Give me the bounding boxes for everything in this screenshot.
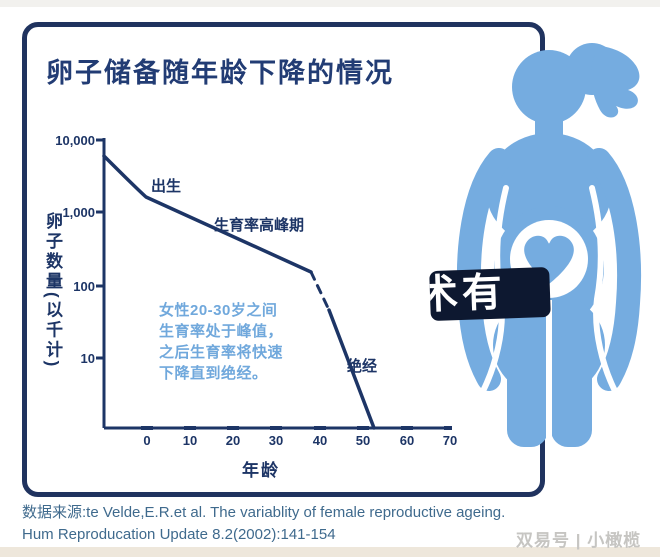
x-tick-50: 50 (355, 433, 371, 448)
curve-solid-main (102, 154, 313, 274)
figure-right-arm-gap (589, 185, 618, 394)
note-line-4: 下降直到绝经。 (159, 365, 268, 382)
x-tick-0: 0 (143, 433, 151, 448)
x-tick-30: 30 (268, 433, 284, 448)
figure-right-arm (587, 148, 642, 391)
figure-right-leg (551, 335, 592, 447)
pregnant-woman-figure (456, 43, 642, 451)
y-axis-label: 卵子数量(以千计) (43, 212, 62, 370)
curve-dashed-segment (309, 270, 331, 312)
x-tick-40: 40 (312, 433, 328, 448)
dark-watermark-text: 术有 (429, 270, 507, 318)
y-tick-10000: 10,000 (55, 133, 95, 148)
x-axis-label: 年龄 (242, 461, 280, 480)
x-tick-20: 20 (225, 433, 241, 448)
annotation-birth: 出生 (151, 178, 182, 195)
figure-left-leg (507, 335, 548, 447)
chart-title: 卵子储备随年龄下降的情况 (46, 58, 394, 88)
fertility-curve (102, 154, 376, 430)
curve-solid-menopause (327, 308, 376, 430)
note-line-3: 之后生育率将快速 (159, 344, 284, 361)
x-tick-60: 60 (399, 433, 415, 448)
y-axis-ticks (96, 138, 104, 360)
note-line-2: 生育率处于峰值， (159, 323, 284, 340)
fertility-note-block: 女性20-30岁之间 生育率处于峰值， 之后生育率将快速 下降直到绝经。 (159, 300, 283, 384)
data-source-line1: 数据来源:te Velde,E.R.et al. The variablity … (22, 504, 506, 521)
data-source-line2: Hum Reproducation Update 8.2(2002):141-1… (22, 526, 336, 543)
note-line-1: 女性20-30岁之间 (159, 302, 278, 319)
annotation-menopause: 绝经 (347, 358, 378, 375)
bottom-edge-strip (0, 547, 660, 557)
top-edge-strip (0, 0, 660, 7)
y-tick-1000: 1,000 (62, 205, 95, 220)
figure-ponytail (590, 46, 640, 118)
chart-axes (96, 138, 452, 430)
annotation-peak-fertility: 生育率高峰期 (214, 217, 305, 234)
y-tick-100: 100 (73, 279, 95, 294)
y-tick-10: 10 (80, 351, 95, 366)
publisher-watermark: 双易号 | 小橄榄 (516, 531, 642, 550)
x-tick-10: 10 (182, 433, 198, 448)
dark-watermark-overlay: 术有 (429, 266, 551, 322)
x-tick-70: 70 (442, 433, 458, 448)
